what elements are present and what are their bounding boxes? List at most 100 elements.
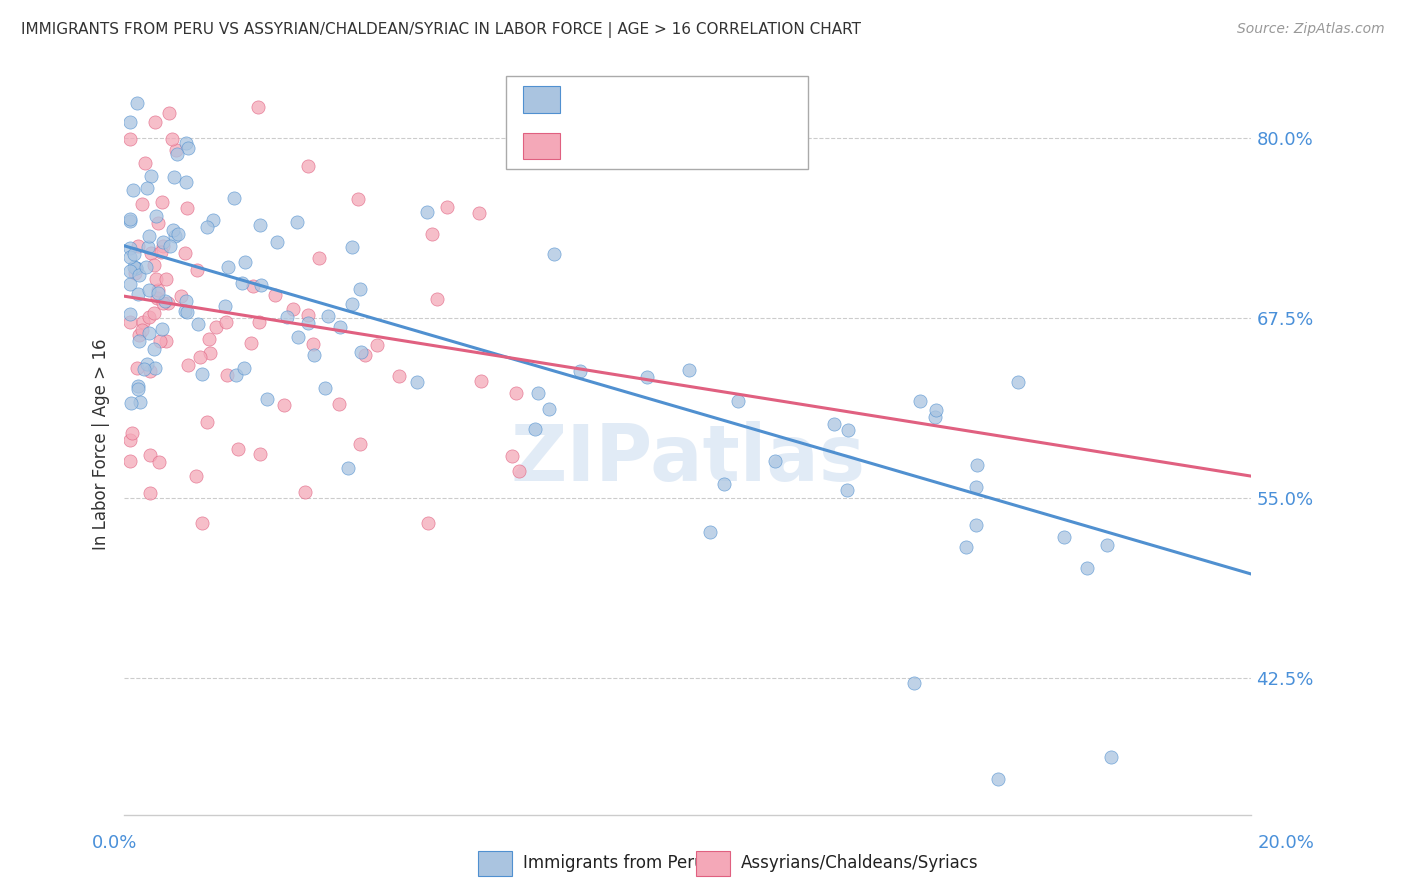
Point <box>118 115 141 129</box>
Text: -0.332: -0.332 <box>602 137 659 155</box>
Point <box>190 351 212 365</box>
Point <box>127 287 149 301</box>
Point <box>118 132 141 146</box>
Point <box>118 211 141 226</box>
Point <box>145 272 167 286</box>
Point <box>131 323 153 337</box>
Point <box>139 169 162 184</box>
Point <box>157 106 180 120</box>
Point <box>246 100 269 114</box>
Point <box>266 235 288 249</box>
Point <box>349 282 371 296</box>
Text: 20.0%: 20.0% <box>1258 834 1315 852</box>
Point <box>418 516 440 530</box>
Point <box>505 386 527 401</box>
Point <box>273 398 295 412</box>
Point <box>143 258 166 272</box>
Text: N =: N = <box>666 90 718 108</box>
Point <box>152 322 174 336</box>
Point <box>176 201 198 215</box>
Point <box>340 240 363 254</box>
Point <box>136 240 159 254</box>
Point <box>139 448 162 462</box>
Point <box>125 260 148 275</box>
Text: 80: 80 <box>706 137 734 155</box>
Point <box>163 169 186 184</box>
Point <box>176 305 198 319</box>
Point <box>349 437 371 451</box>
Point <box>124 260 146 274</box>
Point <box>152 239 174 253</box>
Point <box>145 209 167 223</box>
Point <box>468 205 491 219</box>
Point <box>118 277 141 292</box>
Point <box>308 252 330 266</box>
Point <box>537 402 560 417</box>
Point <box>143 115 166 129</box>
Point <box>148 454 170 468</box>
Point <box>249 447 271 461</box>
Point <box>1095 538 1118 552</box>
Point <box>163 228 186 243</box>
Point <box>228 442 250 456</box>
Point <box>120 396 142 410</box>
Point <box>195 415 218 429</box>
Point <box>256 392 278 407</box>
Point <box>143 306 166 320</box>
Point <box>152 295 174 310</box>
Point <box>131 196 153 211</box>
Point <box>198 332 221 346</box>
Point <box>426 292 449 306</box>
Point <box>198 346 221 360</box>
Point <box>1076 561 1098 575</box>
Point <box>837 424 859 438</box>
Point <box>165 143 187 157</box>
Point <box>156 296 179 310</box>
Point <box>366 338 388 352</box>
Text: N =: N = <box>666 137 718 155</box>
Point <box>966 458 988 473</box>
Point <box>470 374 492 388</box>
Point <box>247 315 270 329</box>
Point <box>233 255 256 269</box>
Point <box>174 175 197 189</box>
Point <box>184 469 207 483</box>
Text: 0.0%: 0.0% <box>91 834 136 852</box>
Point <box>328 397 350 411</box>
Point <box>925 402 948 417</box>
Point <box>135 181 157 195</box>
Point <box>174 136 197 150</box>
Point <box>122 183 145 197</box>
Point <box>186 262 208 277</box>
Point <box>232 361 254 376</box>
Point <box>124 247 146 261</box>
Point <box>173 245 195 260</box>
Point <box>353 347 375 361</box>
Point <box>143 342 166 356</box>
Point <box>910 393 932 408</box>
Point <box>132 315 155 329</box>
Point <box>222 191 245 205</box>
Point <box>406 376 429 390</box>
Point <box>118 454 141 468</box>
Text: R =: R = <box>571 137 610 155</box>
Point <box>727 394 749 409</box>
Point <box>501 450 523 464</box>
Point <box>302 337 325 351</box>
Point <box>118 250 141 264</box>
Point <box>155 272 177 286</box>
Point <box>134 361 156 376</box>
Point <box>138 310 160 324</box>
Point <box>316 309 339 323</box>
Text: Immigrants from Peru: Immigrants from Peru <box>523 855 704 872</box>
Point <box>508 464 530 478</box>
Point <box>148 216 170 230</box>
Point <box>136 358 159 372</box>
Point <box>174 304 197 318</box>
Point <box>120 307 142 321</box>
Text: Source: ZipAtlas.com: Source: ZipAtlas.com <box>1237 22 1385 37</box>
Point <box>138 326 160 340</box>
Point <box>763 454 786 468</box>
Point <box>225 368 247 382</box>
Point <box>143 360 166 375</box>
